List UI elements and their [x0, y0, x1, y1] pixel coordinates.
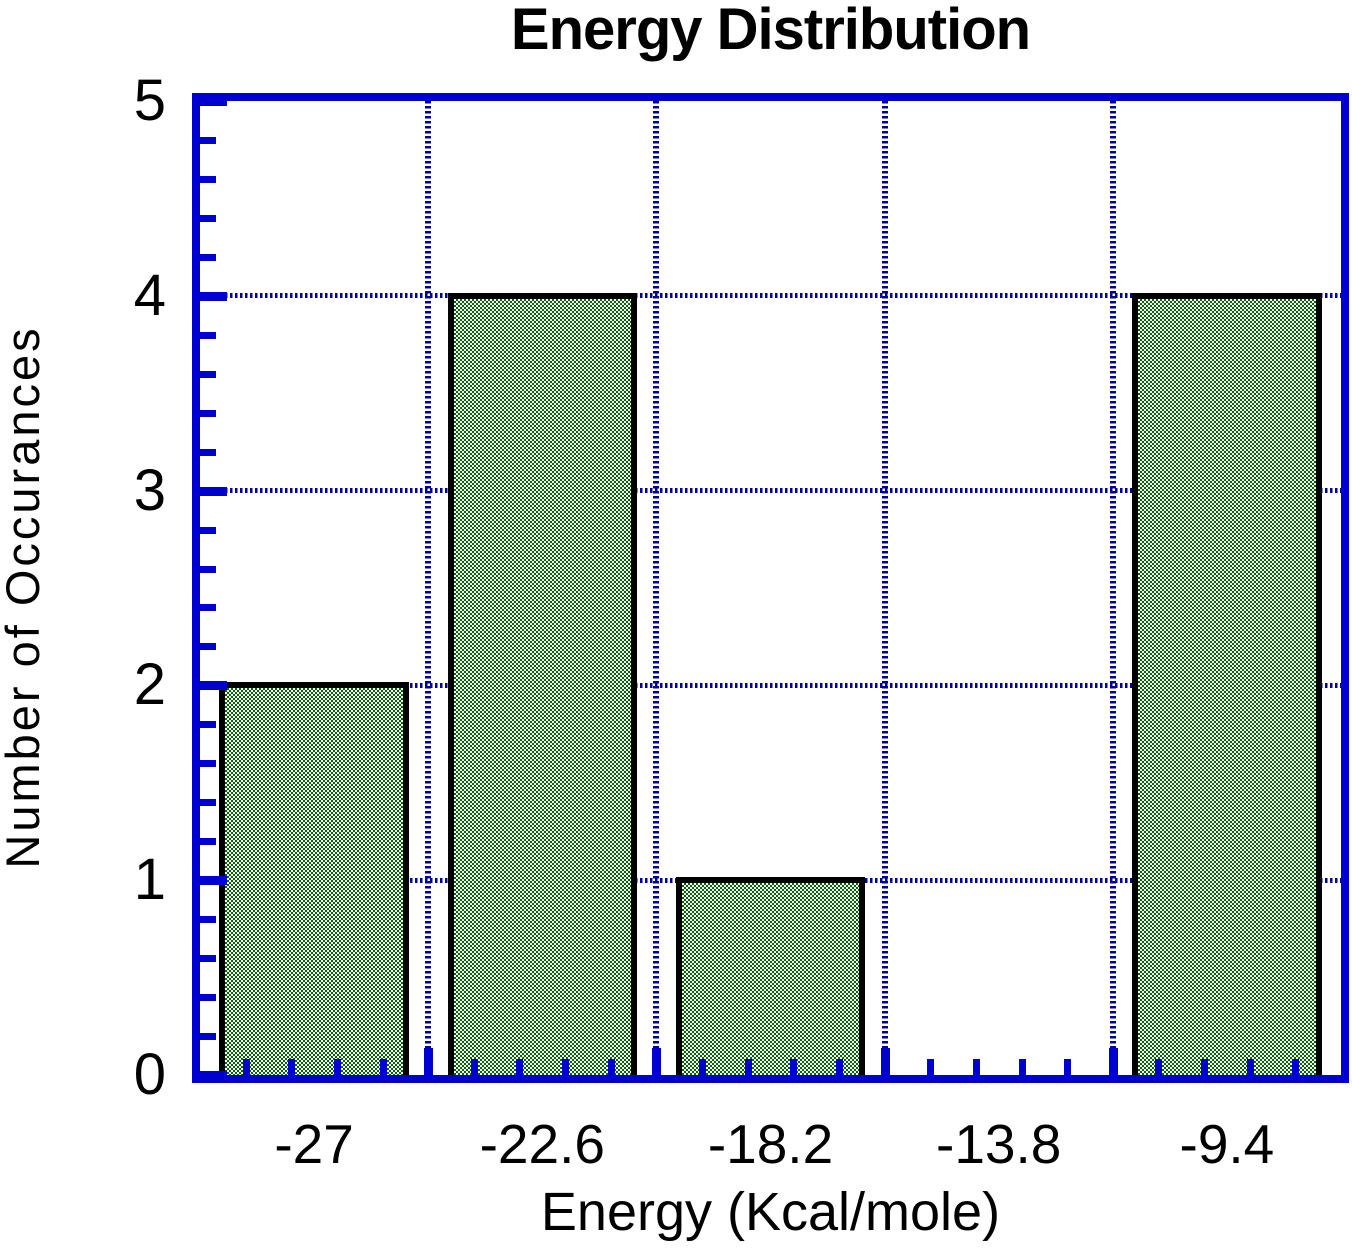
x-minor-tick: [607, 1059, 615, 1075]
y-minor-tick: [200, 721, 216, 729]
y-minor-tick: [200, 838, 216, 846]
y-minor-tick: [200, 526, 216, 534]
h-gridline: [200, 682, 1341, 688]
x-tick-label: -13.8: [936, 1113, 1062, 1175]
y-minor-tick: [200, 799, 216, 807]
y-major-tick: [200, 291, 227, 301]
y-minor-tick: [200, 643, 216, 651]
bar: [1132, 292, 1322, 1075]
x-minor-tick: [379, 1059, 387, 1075]
x-minor-tick: [699, 1059, 707, 1075]
x-tick-label: -9.4: [1179, 1113, 1275, 1175]
h-gridline: [200, 488, 1341, 494]
x-major-tick: [424, 1048, 434, 1075]
y-minor-tick: [200, 409, 216, 417]
y-tick-label: 3: [133, 457, 166, 523]
h-gridline: [200, 293, 1341, 299]
x-minor-tick: [744, 1059, 752, 1075]
x-major-tick: [652, 1048, 662, 1075]
y-minor-tick: [200, 214, 216, 222]
v-gridline: [425, 101, 432, 1075]
y-minor-tick: [200, 253, 216, 261]
y-minor-tick: [200, 448, 216, 456]
x-minor-tick: [1064, 1059, 1072, 1075]
y-major-tick: [200, 486, 227, 496]
x-minor-tick: [835, 1059, 843, 1075]
y-minor-tick: [200, 1033, 216, 1041]
y-axis-title: Number of Occurances: [0, 325, 49, 869]
chart-title: Energy Distribution: [510, 0, 1031, 62]
x-major-tick: [1108, 1048, 1118, 1075]
y-tick-label: 5: [133, 68, 166, 133]
x-minor-tick: [562, 1059, 570, 1075]
y-tick-label: 2: [133, 652, 166, 718]
y-tick-label: 1: [133, 847, 166, 913]
x-minor-tick: [288, 1059, 296, 1075]
bar: [219, 682, 409, 1075]
v-gridline: [881, 101, 888, 1075]
x-minor-tick: [470, 1059, 478, 1075]
plot-area: [192, 93, 1349, 1083]
bar: [447, 292, 637, 1075]
y-minor-tick: [200, 331, 216, 339]
y-major-tick: [200, 876, 227, 886]
x-minor-tick: [1246, 1059, 1254, 1075]
bar: [675, 877, 866, 1075]
x-minor-tick: [516, 1059, 524, 1075]
x-minor-tick: [1292, 1059, 1300, 1075]
y-minor-tick: [200, 955, 216, 963]
y-tick-label: 4: [133, 262, 166, 328]
x-minor-tick: [1155, 1059, 1163, 1075]
v-gridline: [1109, 101, 1116, 1075]
y-tick-label: 0: [133, 1042, 166, 1107]
v-gridline: [653, 101, 660, 1075]
y-minor-tick: [200, 370, 216, 378]
x-minor-tick: [1201, 1059, 1209, 1075]
x-axis-title: Energy (Kcal/mole): [540, 1182, 1001, 1242]
x-minor-tick: [242, 1059, 250, 1075]
y-major-tick: [200, 1071, 227, 1080]
x-minor-tick: [1018, 1059, 1026, 1075]
y-major-tick: [200, 97, 227, 106]
y-major-tick: [200, 681, 227, 691]
x-minor-tick: [333, 1059, 341, 1075]
x-tick-label: -22.6: [479, 1113, 605, 1175]
x-minor-tick: [790, 1059, 798, 1075]
x-major-tick: [880, 1048, 890, 1075]
x-minor-tick: [972, 1059, 980, 1075]
y-minor-tick: [200, 565, 216, 573]
x-minor-tick: [927, 1059, 935, 1075]
y-minor-tick: [200, 175, 216, 183]
x-tick-label: -18.2: [707, 1113, 834, 1175]
y-minor-tick: [200, 136, 216, 144]
y-minor-tick: [200, 604, 216, 612]
y-minor-tick: [200, 994, 216, 1002]
x-tick-label: -27: [274, 1113, 354, 1175]
y-minor-tick: [200, 760, 216, 768]
y-minor-tick: [200, 916, 216, 924]
